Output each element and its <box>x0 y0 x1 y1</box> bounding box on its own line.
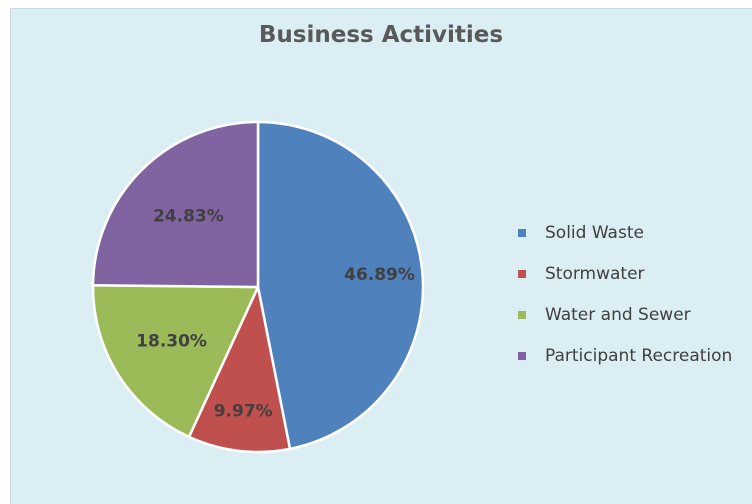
pie-slice-water-and-sewer <box>91 284 260 439</box>
pie-slice-stormwater <box>187 285 292 454</box>
chart-title: Business Activities <box>258 22 504 48</box>
legend-swatch <box>518 269 526 278</box>
pie-data-labels: 46.89% 9.97% 18.30% 24.83% <box>136 207 415 422</box>
legend-label: Water and Sewer <box>545 304 691 325</box>
legend-item-solid-waste: Solid Waste <box>518 212 732 253</box>
legend-label: Solid Waste <box>545 222 644 243</box>
data-label-solid-waste: 46.89% <box>344 265 415 285</box>
legend-swatch <box>518 228 526 237</box>
legend-item-stormwater: Stormwater <box>518 253 732 294</box>
data-label-stormwater: 9.97% <box>214 402 273 422</box>
chart-legend: Solid Waste Stormwater Water and Sewer Part… <box>518 212 732 376</box>
legend-item-participant-recreation: Participant Recreation <box>518 335 732 376</box>
data-label-water-and-sewer: 18.30% <box>136 332 207 352</box>
legend-label: Participant Recreation <box>545 345 733 366</box>
legend-swatch <box>518 310 526 319</box>
pie-slices <box>91 120 425 454</box>
pie-slice-participant-recreation <box>91 120 260 289</box>
data-label-participant-recreation: 24.83% <box>153 207 224 227</box>
pie-slice-solid-waste <box>256 120 425 451</box>
legend-label: Stormwater <box>545 263 645 284</box>
legend-item-water-and-sewer: Water and Sewer <box>518 294 732 335</box>
legend-swatch <box>518 351 526 360</box>
